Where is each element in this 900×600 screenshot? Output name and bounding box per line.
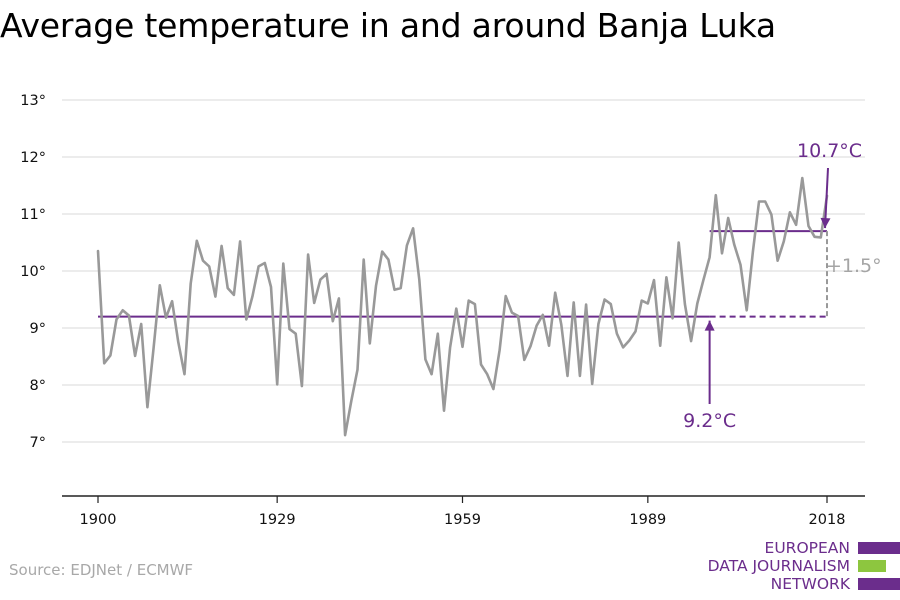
source-note: Source: EDJNet / ECMWF	[9, 561, 194, 579]
recent-average-label: 10.7°C	[797, 140, 862, 162]
y-tick-label: 11°	[20, 207, 46, 223]
x-tick-label: 1929	[259, 512, 296, 528]
logo-bar-purple-top	[858, 542, 900, 554]
logo-bar-purple-bottom	[858, 578, 900, 590]
x-tick-label: 2018	[809, 512, 846, 528]
baseline-arrow-head	[704, 320, 715, 331]
logo-line-2: DATA JOURNALISM	[707, 557, 850, 575]
y-tick-label: 12°	[20, 150, 46, 166]
x-tick-label: 1959	[444, 512, 481, 528]
recent-average-arrow-head	[820, 217, 831, 229]
logo-bar-green	[858, 560, 886, 572]
chart-title: Average temperature in and around Banja …	[0, 6, 776, 45]
x-tick-label: 1900	[80, 512, 117, 528]
logo-line-1: EUROPEAN	[764, 539, 850, 557]
logo-line-3: NETWORK	[770, 575, 850, 593]
recent-average-arrow-shaft	[824, 167, 829, 229]
y-tick-label: 7°	[30, 435, 46, 451]
y-tick-label: 10°	[20, 264, 46, 280]
baseline-label: 9.2°C	[683, 410, 736, 432]
temperature-series-line	[96, 176, 829, 437]
edjnet-logo: EUROPEAN DATA JOURNALISM NETWORK	[700, 539, 900, 595]
y-tick-label: 13°	[20, 93, 46, 109]
y-tick-label: 9°	[30, 321, 46, 337]
y-tick-label: 8°	[30, 378, 46, 394]
difference-label: +1.5°	[826, 255, 882, 277]
x-tick-label: 1989	[629, 512, 666, 528]
